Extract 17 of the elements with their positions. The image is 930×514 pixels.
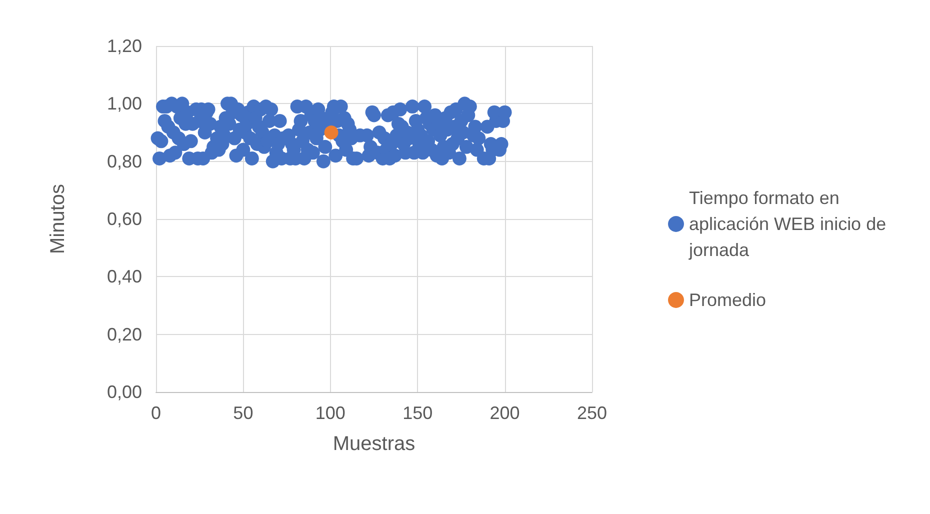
legend-label: Promedio [689, 290, 766, 310]
x-tick-label: 150 [402, 403, 433, 423]
y-tick-label: 0,00 [106, 382, 142, 402]
legend-label: Tiempo formato en aplicación WEB inicio de jornada [688, 188, 892, 260]
y-tick-label: 1,20 [106, 36, 142, 56]
x-tick-label: 250 [576, 403, 608, 423]
x-axis-title: Muestras [332, 433, 416, 455]
y-tick-label: 1,00 [106, 94, 142, 114]
y-tick-label: 0,40 [106, 266, 142, 287]
x-tick-label: 50 [233, 403, 254, 423]
y-axis-title: Minutos [47, 184, 69, 254]
y-tick-label: 0,60 [106, 209, 142, 229]
y-tick-label: 0,80 [106, 151, 142, 172]
x-tick-label: 100 [315, 403, 346, 423]
x-tick-label: 0 [150, 403, 162, 423]
y-tick-label: 0,20 [106, 324, 142, 344]
x-tick-label: 200 [490, 403, 520, 423]
